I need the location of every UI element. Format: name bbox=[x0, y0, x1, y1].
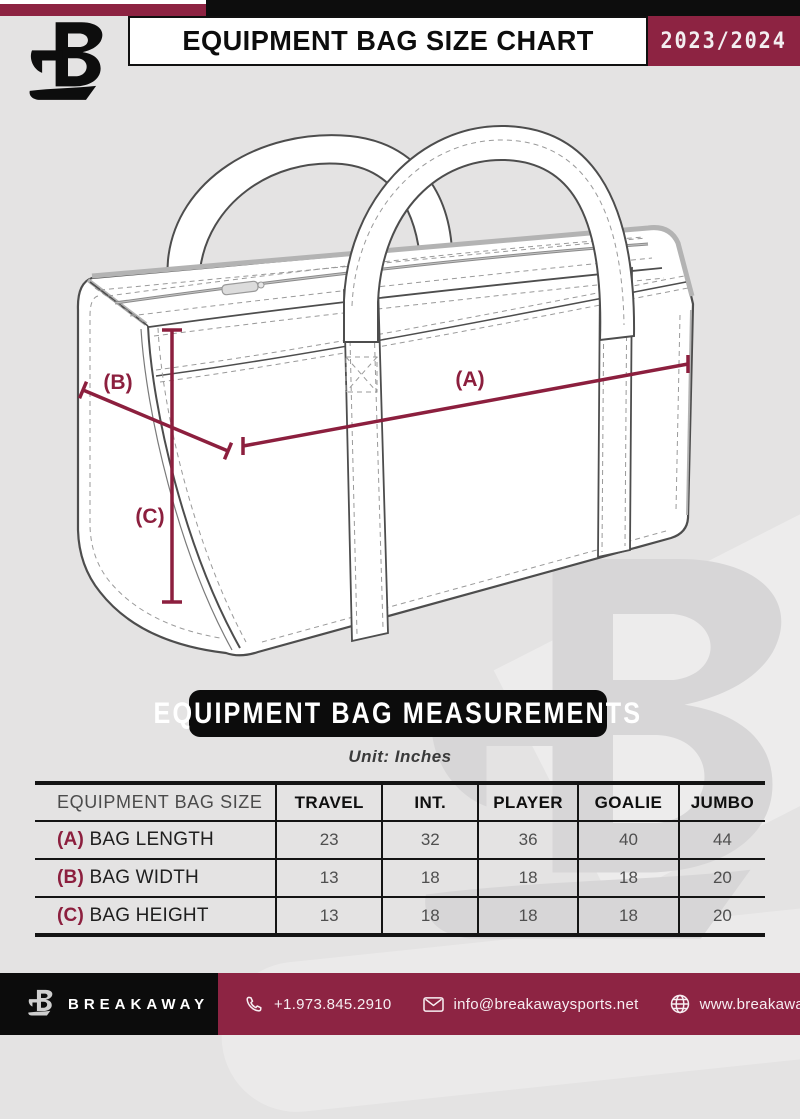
email-icon bbox=[422, 996, 444, 1012]
season-label: 2023/2024 bbox=[660, 28, 788, 54]
dimension-label-b: (B) bbox=[103, 371, 132, 394]
cell-value: 18 bbox=[577, 858, 679, 897]
row-prefix: (C) bbox=[57, 904, 84, 926]
b-logo-icon bbox=[29, 22, 103, 100]
cell-value: 20 bbox=[677, 858, 765, 897]
cell-value: 18 bbox=[381, 896, 479, 935]
row-label-text: BAG LENGTH bbox=[89, 829, 214, 850]
header-top-sliver bbox=[0, 0, 206, 4]
column-header-jumbo: JUMBO bbox=[677, 783, 765, 821]
dimension-lines bbox=[77, 328, 690, 604]
row-label: (A) BAG LENGTH bbox=[35, 820, 276, 859]
footer-brand-block: BREAKAWAY bbox=[0, 973, 218, 1035]
column-header-goalie: GOALIE bbox=[577, 783, 679, 821]
row-prefix: (A) bbox=[57, 829, 84, 850]
cell-value: 32 bbox=[381, 820, 479, 859]
bag-side-fold bbox=[89, 281, 241, 651]
row-label-text: BAG WIDTH bbox=[89, 867, 199, 888]
row-label: (B) BAG WIDTH bbox=[35, 858, 276, 897]
brand-logo bbox=[26, 20, 110, 110]
page-title: EQUIPMENT BAG SIZE CHART bbox=[182, 25, 594, 56]
bag-diagram: (A) (B) (C) bbox=[76, 124, 695, 657]
size-table: EQUIPMENT BAG SIZE TRAVEL INT. PLAYER GO… bbox=[35, 781, 765, 937]
bag-front-straps bbox=[343, 266, 633, 643]
cell-value: 20 bbox=[677, 896, 765, 935]
cell-value: 44 bbox=[677, 820, 765, 859]
column-header-int: INT. bbox=[381, 783, 479, 821]
cell-value: 36 bbox=[477, 820, 579, 859]
website-url: www.breakawaysports.net bbox=[699, 995, 800, 1013]
table-header-row: EQUIPMENT BAG SIZE TRAVEL INT. PLAYER GO… bbox=[35, 783, 765, 821]
measurements-banner: EQUIPMENT BAG MEASUREMENTS bbox=[154, 690, 640, 737]
footer-phone[interactable]: +1.973.845.2910 bbox=[244, 994, 392, 1015]
season-badge: 2023/2024 bbox=[648, 16, 800, 66]
email-address: info@breakawaysports.net bbox=[453, 995, 639, 1013]
bag-front-handle bbox=[343, 124, 636, 343]
table-row-bag-length: (A) BAG LENGTH 23 32 36 40 44 bbox=[35, 820, 765, 859]
dimension-line-a bbox=[242, 362, 689, 448]
footer-website[interactable]: www.breakawaysports.net bbox=[669, 993, 800, 1015]
cell-value: 18 bbox=[477, 896, 579, 935]
row-prefix: (B) bbox=[57, 867, 84, 888]
cell-value: 18 bbox=[477, 858, 579, 897]
row-label: (C) BAG HEIGHT bbox=[35, 896, 276, 935]
phone-number: +1.973.845.2910 bbox=[274, 995, 392, 1013]
cell-value: 18 bbox=[381, 858, 479, 897]
globe-icon bbox=[670, 994, 689, 1014]
phone-icon bbox=[246, 996, 262, 1012]
footer-brand-logo bbox=[28, 989, 54, 1019]
cell-value: 18 bbox=[577, 896, 679, 935]
cell-value: 40 bbox=[577, 820, 679, 859]
column-header-travel: TRAVEL bbox=[274, 783, 383, 821]
cell-value: 23 bbox=[274, 820, 383, 859]
unit-note: Unit: Inches bbox=[348, 747, 452, 766]
dimension-label-c: (C) bbox=[135, 505, 164, 528]
footer-contacts: +1.973.845.2910 info@breakawaysports.net… bbox=[218, 973, 800, 1035]
measurements-banner-label: EQUIPMENT BAG MEASUREMENTS bbox=[153, 696, 643, 730]
header-black-bar bbox=[206, 0, 800, 16]
header-maroon-strip bbox=[0, 4, 206, 16]
footer: BREAKAWAY +1.973.845.2910 info@breakaway… bbox=[0, 973, 800, 1035]
bag-handle-stitch bbox=[351, 139, 625, 326]
column-header-size: EQUIPMENT BAG SIZE bbox=[57, 792, 263, 812]
row-label-text: BAG HEIGHT bbox=[89, 904, 209, 926]
footer-brand-name: BREAKAWAY bbox=[68, 995, 210, 1013]
title-box: EQUIPMENT BAG SIZE CHART bbox=[128, 16, 648, 66]
footer-email[interactable]: info@breakawaysports.net bbox=[422, 995, 639, 1014]
cell-value: 13 bbox=[274, 858, 383, 897]
dimension-line-b bbox=[82, 388, 229, 453]
table-row-bag-height: (C) BAG HEIGHT 13 18 18 18 20 bbox=[35, 896, 765, 935]
column-header-player: PLAYER bbox=[477, 783, 579, 821]
dimension-label-a: (A) bbox=[455, 368, 484, 391]
cell-value: 13 bbox=[274, 896, 383, 935]
table-row-bag-width: (B) BAG WIDTH 13 18 18 18 20 bbox=[35, 858, 765, 897]
b-logo-icon bbox=[28, 989, 53, 1016]
